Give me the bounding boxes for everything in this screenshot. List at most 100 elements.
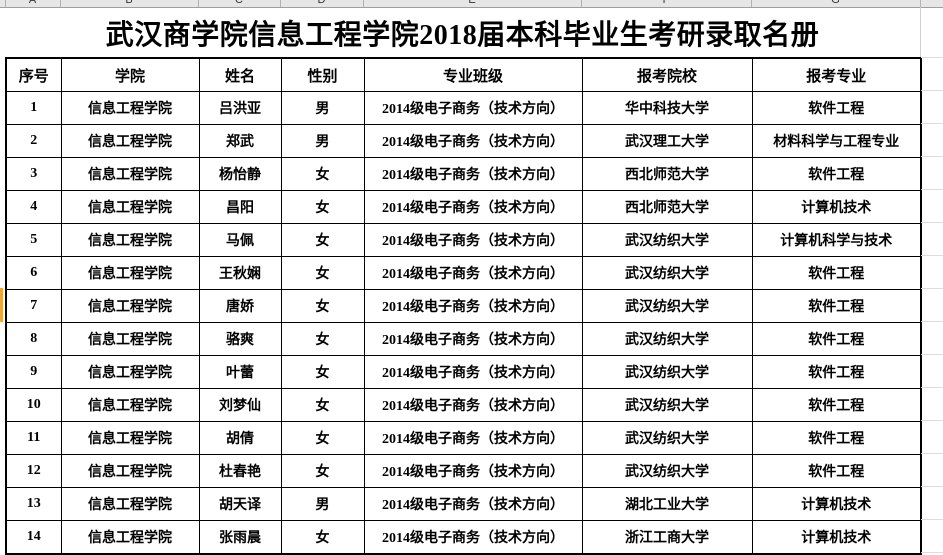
cell[interactable]: 信息工程学院 [60,355,200,389]
cell[interactable]: 计算机技术 [751,487,922,521]
cell[interactable]: 湖北工业大学 [581,487,753,521]
cell[interactable]: 女 [280,223,365,257]
cell[interactable]: 软件工程 [751,388,922,422]
cell[interactable]: 1 [5,91,62,125]
cell[interactable]: 叶蕾 [198,355,282,389]
cell[interactable]: 吕洪亚 [198,91,282,125]
cell[interactable]: 武汉纺织大学 [581,256,753,290]
column-letter[interactable]: D [317,0,326,6]
cell[interactable]: 女 [280,289,365,323]
cell[interactable]: 胡倩 [198,421,282,455]
cell[interactable]: 2014级电子商务（技术方向） [363,157,583,191]
cell[interactable]: 2014级电子商务（技术方向） [363,388,583,422]
cell[interactable]: 杜春艳 [198,454,282,488]
cell[interactable]: 2014级电子商务（技术方向） [363,487,583,521]
cell[interactable]: 14 [5,520,62,555]
cell[interactable]: 5 [5,223,62,257]
cell[interactable]: 软件工程 [751,454,922,488]
cell[interactable]: 计算机技术 [751,520,922,555]
cell[interactable]: 信息工程学院 [60,487,200,521]
cell[interactable]: 计算机技术 [751,190,922,224]
cell[interactable]: 2014级电子商务（技术方向） [363,355,583,389]
cell[interactable]: 2014级电子商务（技术方向） [363,190,583,224]
cell[interactable]: 11 [5,421,62,455]
cell[interactable]: 3 [5,157,62,191]
cell[interactable]: 武汉理工大学 [581,124,753,158]
cell[interactable]: 女 [280,157,365,191]
column-letter[interactable]: C [235,0,243,6]
cell[interactable]: 杨怡静 [198,157,282,191]
cell[interactable]: 女 [280,520,365,555]
cell[interactable]: 女 [280,256,365,290]
cell[interactable]: 2014级电子商务（技术方向） [363,91,583,125]
cell[interactable]: 6 [5,256,62,290]
cell[interactable]: 计算机科学与技术 [751,223,922,257]
cell[interactable]: 软件工程 [751,289,922,323]
cell[interactable]: 12 [5,454,62,488]
cell[interactable]: 软件工程 [751,256,922,290]
cell[interactable]: 7 [5,289,62,323]
column-letter[interactable]: B [125,0,133,6]
column-header[interactable]: 专业班级 [363,57,583,92]
cell[interactable]: 华中科技大学 [581,91,753,125]
cell[interactable]: 2014级电子商务（技术方向） [363,256,583,290]
cell[interactable]: 信息工程学院 [60,223,200,257]
cell[interactable]: 信息工程学院 [60,256,200,290]
cell[interactable]: 信息工程学院 [60,91,200,125]
column-header[interactable]: 序号 [5,57,62,92]
cell[interactable]: 2014级电子商务（技术方向） [363,322,583,356]
column-letter[interactable]: A [28,0,37,6]
cell[interactable]: 软件工程 [751,157,922,191]
cell[interactable]: 武汉纺织大学 [581,388,753,422]
cell[interactable]: 女 [280,190,365,224]
cell[interactable]: 4 [5,190,62,224]
column-letter[interactable]: G [831,0,840,6]
cell[interactable]: 武汉纺织大学 [581,355,753,389]
cell[interactable]: 武汉纺织大学 [581,223,753,257]
cell[interactable]: 软件工程 [751,91,922,125]
column-header[interactable]: 性别 [280,57,365,92]
cell[interactable]: 女 [280,388,365,422]
cell[interactable]: 刘梦仙 [198,388,282,422]
cell[interactable]: 昌阳 [198,190,282,224]
cell[interactable]: 信息工程学院 [60,520,200,555]
cell[interactable]: 2014级电子商务（技术方向） [363,454,583,488]
sheet-title[interactable]: 武汉商学院信息工程学院2018届本科毕业生考研录取名册 [105,19,820,51]
cell[interactable]: 浙江工商大学 [581,520,753,555]
cell[interactable]: 唐娇 [198,289,282,323]
cell[interactable]: 信息工程学院 [60,289,200,323]
cell[interactable]: 男 [280,91,365,125]
cell[interactable]: 女 [280,322,365,356]
cell[interactable]: 西北师范大学 [581,190,753,224]
cell[interactable]: 武汉纺织大学 [581,421,753,455]
column-header[interactable]: 姓名 [198,57,282,92]
cell[interactable]: 软件工程 [751,322,922,356]
cell[interactable]: 信息工程学院 [60,157,200,191]
cell[interactable]: 9 [5,355,62,389]
cell[interactable]: 王秋娴 [198,256,282,290]
column-letter[interactable]: F [662,0,670,6]
cell[interactable]: 10 [5,388,62,422]
cell[interactable]: 武汉纺织大学 [581,454,753,488]
cell[interactable]: 郑武 [198,124,282,158]
cell[interactable]: 8 [5,322,62,356]
cell[interactable]: 2014级电子商务（技术方向） [363,289,583,323]
cell[interactable]: 2014级电子商务（技术方向） [363,520,583,555]
cell[interactable]: 西北师范大学 [581,157,753,191]
column-header[interactable]: 报考院校 [581,57,753,92]
cell[interactable]: 材料科学与工程专业 [751,124,922,158]
cell[interactable]: 张雨晨 [198,520,282,555]
cell[interactable]: 男 [280,487,365,521]
cell[interactable]: 2014级电子商务（技术方向） [363,223,583,257]
cell[interactable]: 信息工程学院 [60,322,200,356]
column-header[interactable]: 报考专业 [751,57,922,92]
cell[interactable]: 信息工程学院 [60,454,200,488]
cell[interactable]: 信息工程学院 [60,421,200,455]
cell[interactable]: 武汉纺织大学 [581,289,753,323]
cell[interactable]: 骆爽 [198,322,282,356]
cell[interactable]: 2014级电子商务（技术方向） [363,124,583,158]
cell[interactable]: 信息工程学院 [60,124,200,158]
cell[interactable]: 13 [5,487,62,521]
cell[interactable]: 男 [280,124,365,158]
cell[interactable]: 信息工程学院 [60,190,200,224]
